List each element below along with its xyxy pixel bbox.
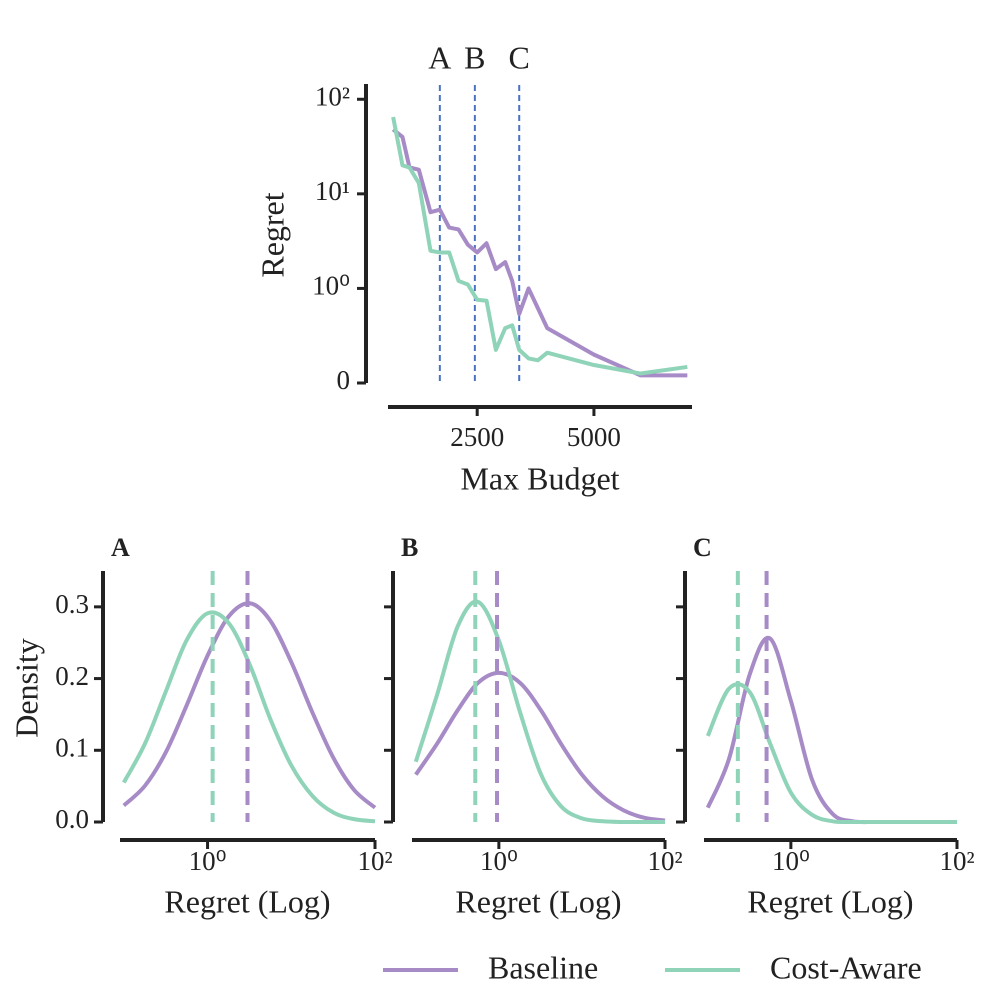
density-curve bbox=[705, 682, 957, 825]
y-tick-label: 0.1 bbox=[55, 732, 89, 762]
x-tick-label: 10⁰ bbox=[772, 846, 810, 876]
line-series bbox=[391, 127, 688, 378]
x-tick-label: 10⁰ bbox=[480, 846, 518, 876]
y-tick-label: 0.2 bbox=[55, 661, 89, 691]
x-axis-label: Regret (Log) bbox=[164, 883, 330, 919]
x-tick-label: 10² bbox=[357, 846, 392, 876]
line-series bbox=[391, 116, 688, 376]
reference-label: A bbox=[428, 39, 451, 75]
x-tick-label: 10² bbox=[939, 846, 974, 876]
panel-title: B bbox=[401, 533, 418, 562]
reference-label: C bbox=[509, 39, 530, 75]
density-curve bbox=[122, 610, 376, 824]
reference-label: B bbox=[464, 39, 485, 75]
y-tick-label: 0 bbox=[337, 365, 351, 395]
x-axis-label: Regret (Log) bbox=[455, 883, 621, 919]
x-tick-label: 5000 bbox=[567, 422, 621, 452]
y-tick-label: 10¹ bbox=[315, 176, 350, 206]
panel-title: A bbox=[111, 533, 130, 562]
y-tick-label: 10² bbox=[315, 81, 350, 111]
y-axis-label: Density bbox=[8, 638, 44, 738]
y-tick-label: 0.0 bbox=[55, 804, 89, 834]
y-axis-label: Regret bbox=[254, 192, 290, 277]
panel-title: C bbox=[693, 533, 712, 562]
y-tick-label: 0.3 bbox=[55, 589, 89, 619]
density-curve bbox=[122, 601, 377, 810]
x-axis-label: Max Budget bbox=[460, 460, 619, 496]
density-curve bbox=[413, 599, 665, 825]
x-tick-label: 2500 bbox=[450, 422, 504, 452]
x-tick-label: 10² bbox=[647, 846, 682, 876]
x-axis-label: Regret (Log) bbox=[747, 883, 913, 919]
x-tick-label: 10⁰ bbox=[189, 846, 227, 876]
density-curve bbox=[705, 635, 957, 825]
legend-label: Cost-Aware bbox=[770, 949, 922, 985]
legend-label: Baseline bbox=[488, 949, 598, 985]
y-tick-label: 10⁰ bbox=[312, 271, 350, 301]
density-curve bbox=[414, 670, 666, 823]
